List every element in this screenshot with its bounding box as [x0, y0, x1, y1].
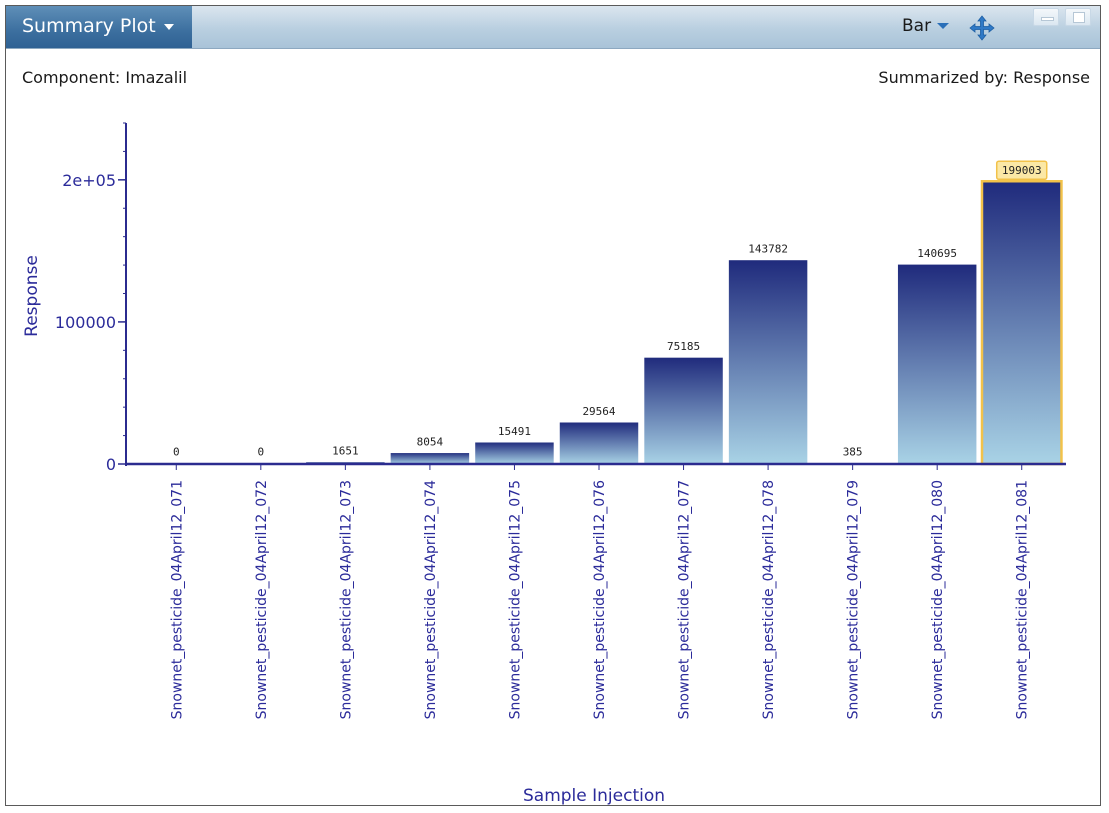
bar-value-label: 143782 — [748, 243, 788, 256]
bar-value-label: 140695 — [917, 247, 957, 260]
title-bar: Summary Plot Bar — [6, 6, 1100, 49]
chevron-down-icon — [937, 23, 950, 29]
x-tick-label: Snownet_pesticide_04April12_074 — [423, 480, 439, 719]
x-tick-label: Snownet_pesticide_04April12_079 — [846, 480, 862, 719]
summary-plot-menu[interactable]: Summary Plot — [6, 6, 192, 48]
bar-value-label: 29564 — [582, 405, 615, 418]
summarized-prefix: Summarized by: — [878, 68, 1009, 87]
bar-value-label: 0 — [258, 446, 265, 459]
bar-value-label: 385 — [843, 446, 863, 459]
x-tick-label: Snownet_pesticide_04April12_076 — [592, 480, 608, 719]
move-icon[interactable] — [968, 14, 996, 42]
maximize-button[interactable] — [1065, 8, 1091, 26]
chevron-down-icon — [163, 23, 174, 30]
chart-type-dropdown[interactable]: Bar — [902, 14, 950, 38]
y-axis-label: Response — [22, 255, 42, 337]
chart-type-label: Bar — [902, 16, 932, 36]
bar-value-label: 1651 — [332, 445, 359, 458]
y-tick-label: 100000 — [55, 313, 116, 332]
x-axis-label: Sample Injection — [523, 786, 665, 806]
bar-7[interactable] — [643, 356, 724, 465]
selected-value-badge — [995, 160, 1048, 180]
bar-value-label: 199003 — [1002, 164, 1042, 177]
bar-value-label: 0 — [173, 446, 180, 459]
x-tick-label: Snownet_pesticide_04April12_077 — [677, 480, 693, 719]
x-tick-label: Snownet_pesticide_04April12_078 — [761, 480, 777, 719]
component-info: Component: Imazalil — [22, 68, 187, 87]
component-prefix: Component: — [22, 68, 121, 87]
minimize-button[interactable] — [1033, 8, 1059, 26]
bar-6[interactable] — [558, 421, 640, 465]
bar-value-label: 75185 — [667, 340, 700, 353]
component-name: Imazalil — [125, 68, 188, 87]
bar-10[interactable] — [896, 263, 978, 465]
summarized-value: Response — [1013, 68, 1090, 87]
y-tick-label: 0 — [106, 455, 116, 474]
x-tick-label: Snownet_pesticide_04April12_081 — [1015, 480, 1031, 719]
bar-8[interactable] — [727, 259, 809, 465]
y-tick-label: 2e+05 — [62, 171, 116, 190]
summary-plot-window: Summary Plot Bar Component: Imazalil Sum… — [5, 5, 1101, 806]
bar-4[interactable] — [389, 452, 471, 465]
x-tick-label: Snownet_pesticide_04April12_072 — [254, 480, 270, 719]
bar-chart: 0 Snownet_pesticide_04April12_071 0 Snownet… — [22, 122, 1066, 806]
summarized-by-info: Summarized by: Response — [878, 68, 1090, 87]
bar-value-label: 8054 — [417, 436, 444, 449]
bar-11[interactable] — [980, 179, 1063, 466]
bar-value-label: 15491 — [498, 425, 531, 438]
bar-5[interactable] — [474, 441, 555, 465]
x-tick-label: Snownet_pesticide_04April12_075 — [507, 480, 523, 719]
x-tick-label: Snownet_pesticide_04April12_073 — [338, 480, 354, 719]
x-tick-label: Snownet_pesticide_04April12_071 — [169, 480, 185, 719]
summary-plot-title: Summary Plot — [22, 15, 156, 37]
x-tick-label: Snownet_pesticide_04April12_080 — [930, 480, 946, 719]
